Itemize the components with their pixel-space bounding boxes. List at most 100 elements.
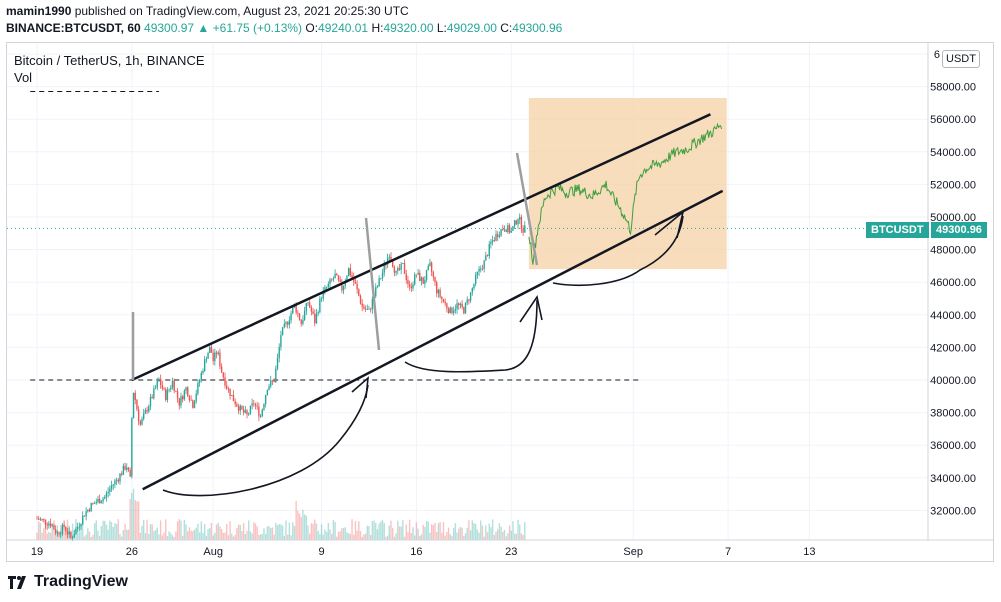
- volume-bar: [161, 535, 164, 540]
- candle-body: [276, 357, 279, 369]
- candle-body: [102, 498, 104, 502]
- candle-body: [88, 509, 91, 512]
- candle-body: [436, 282, 438, 294]
- candle-body: [105, 493, 108, 498]
- candle-body: [320, 298, 323, 299]
- volume-bar: [85, 534, 87, 540]
- volume-bar: [114, 522, 116, 540]
- volume-bar: [364, 533, 367, 540]
- candle-body: [246, 410, 248, 415]
- candle-body: [295, 303, 297, 313]
- candle-body: [36, 518, 38, 520]
- volume-bar: [446, 531, 448, 540]
- volume-bar: [337, 531, 340, 540]
- volume-bar: [458, 528, 460, 540]
- volume-bar: [524, 521, 526, 540]
- volume-bar: [512, 521, 514, 540]
- volume-bar: [473, 523, 475, 540]
- volume-bar: [417, 528, 419, 540]
- volume-bar: [285, 520, 287, 540]
- volume-bar: [137, 501, 140, 540]
- volume-bar: [104, 520, 106, 540]
- volume-bar: [452, 527, 455, 540]
- candle-body: [132, 392, 135, 419]
- volume-bar: [136, 501, 138, 540]
- volume-bar: [176, 521, 179, 540]
- candle-body: [263, 404, 265, 410]
- candle-body: [305, 303, 308, 312]
- volume-bar: [178, 519, 180, 540]
- volume-bar: [239, 525, 241, 540]
- volume-bar: [369, 534, 372, 540]
- volume-bar: [461, 527, 463, 540]
- volume-bar: [410, 533, 413, 540]
- volume-bar: [425, 520, 428, 540]
- candle-body: [210, 346, 213, 353]
- volume-bar: [102, 520, 104, 540]
- candle-body: [166, 390, 169, 400]
- candle-body: [153, 388, 155, 399]
- candle-body: [319, 298, 321, 313]
- candle-body: [432, 271, 435, 278]
- candle-body: [452, 310, 455, 314]
- last-price: 49300.97: [140, 21, 198, 35]
- currency-button[interactable]: USDT: [942, 50, 980, 68]
- volume-bar: [170, 533, 172, 540]
- volume-bar: [212, 535, 214, 540]
- candle-body: [236, 404, 238, 407]
- volume-bar: [507, 533, 509, 540]
- volume-bar: [249, 531, 252, 540]
- volume-bar: [122, 529, 125, 540]
- volume-bar: [222, 532, 225, 540]
- volume-bar: [226, 523, 228, 540]
- grid-lines: [7, 43, 928, 540]
- author-name[interactable]: mamin1990: [6, 4, 72, 18]
- candle-body: [371, 299, 374, 310]
- candle-body: [203, 359, 206, 371]
- candle-body: [46, 524, 48, 526]
- candle-body: [471, 288, 473, 293]
- candle-body: [464, 302, 467, 314]
- tradingview-logo[interactable]: TradingView: [8, 573, 128, 591]
- volume-bar: [439, 522, 441, 540]
- volume-bar: [322, 534, 324, 540]
- candle-body: [437, 289, 440, 294]
- candle-body: [368, 308, 370, 310]
- volume-bar: [292, 522, 294, 540]
- arrow-path: [404, 299, 538, 373]
- candle-body: [44, 519, 47, 525]
- volume-bar: [408, 519, 411, 540]
- volume-bar: [198, 532, 201, 540]
- candle-body: [510, 230, 512, 233]
- candle-body: [454, 309, 457, 311]
- candle-body: [85, 511, 87, 517]
- volume-bar: [315, 523, 318, 540]
- volume-bar: [314, 519, 316, 540]
- volume-bar: [508, 525, 511, 540]
- volume-bar: [491, 519, 494, 540]
- candle-body: [188, 396, 191, 400]
- candle-body: [97, 498, 99, 503]
- candle-body: [286, 322, 289, 325]
- candle-body: [226, 385, 228, 389]
- symbol-price-tag: BTCUSDT: [866, 222, 929, 238]
- volume-bar: [266, 526, 269, 540]
- candle-body: [131, 418, 133, 477]
- volume-bar: [454, 523, 457, 540]
- candle-body: [297, 312, 299, 314]
- candle-body: [481, 268, 484, 270]
- volume-bar: [234, 534, 236, 540]
- volume-bar: [403, 536, 406, 540]
- candle-body: [71, 537, 74, 539]
- candle-body: [439, 289, 441, 297]
- candle-body: [76, 527, 79, 529]
- volume-bar: [354, 521, 357, 540]
- arrow-head: [519, 295, 543, 323]
- volume-bar: [215, 524, 218, 540]
- candle-body: [176, 391, 179, 399]
- volume-bar: [347, 533, 350, 540]
- candle-body: [156, 381, 158, 388]
- volume-bar: [381, 520, 384, 540]
- volume-bar: [441, 532, 443, 540]
